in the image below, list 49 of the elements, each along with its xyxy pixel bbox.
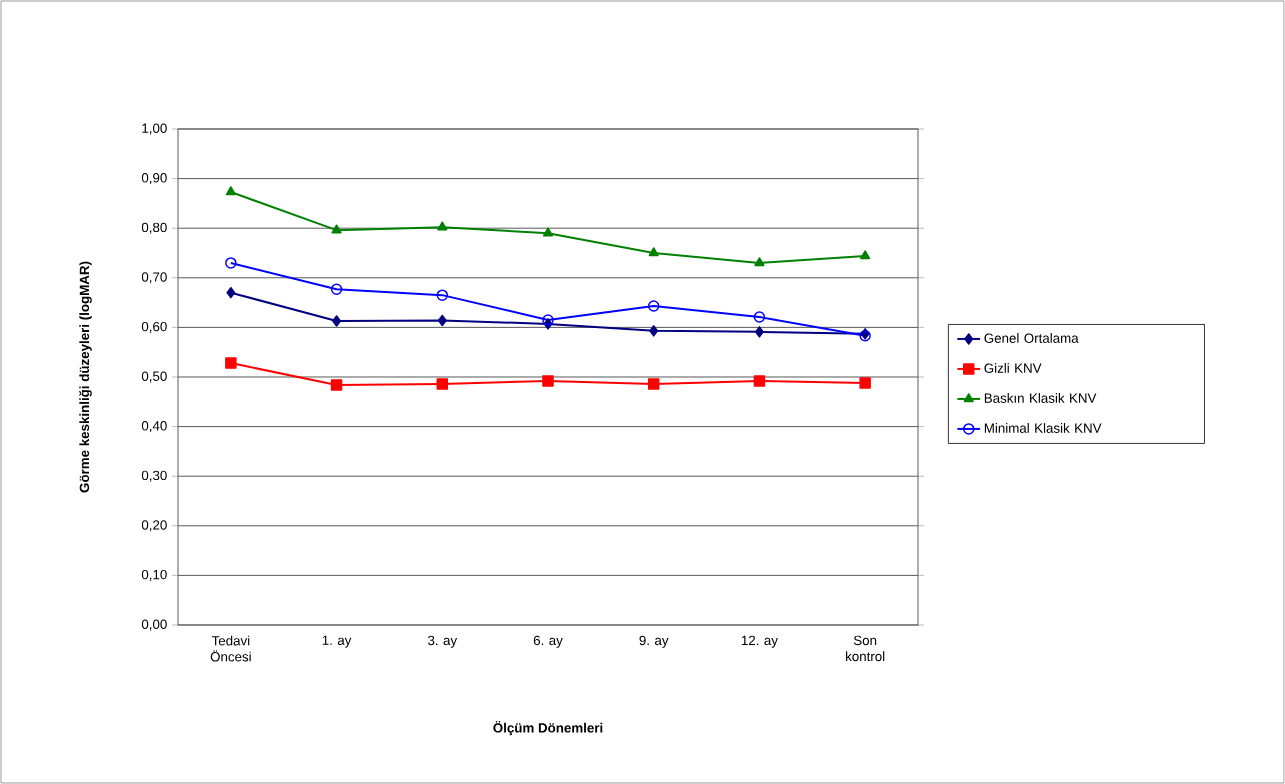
- x-tick-label: Tedavi Öncesi: [210, 635, 251, 662]
- point: [542, 227, 554, 237]
- y-tick-label: 0,10: [141, 569, 167, 581]
- legend-label: Gizli KNV: [984, 363, 1042, 373]
- y-axis-title: Görme keskinliği düzeyleri (logMAR): [79, 261, 92, 493]
- point: [225, 186, 236, 196]
- y-tick-label: 0,60: [141, 321, 167, 333]
- point: [330, 379, 343, 391]
- point: [437, 221, 448, 231]
- point: [542, 314, 554, 326]
- x-tick-label: 9. ay: [639, 635, 669, 648]
- point: [647, 300, 660, 312]
- y-tick-label: 1,00: [142, 123, 167, 135]
- point: [330, 283, 343, 295]
- x-tick-label: 6. ay: [533, 635, 563, 648]
- point: [542, 375, 554, 387]
- x-tick-label: 1. ay: [322, 635, 352, 648]
- point: [860, 250, 871, 260]
- point: [437, 314, 447, 327]
- y-tick-label: 0,70: [141, 272, 167, 284]
- x-tick-label: 3. ay: [427, 635, 458, 648]
- point: [753, 311, 766, 323]
- legend-label: Minimal Klasik KNV: [984, 423, 1102, 433]
- x-tick-label: Son kontrol: [846, 635, 885, 662]
- point: [436, 289, 449, 301]
- x-axis-title: Ölçüm Dönemleri: [493, 721, 603, 736]
- point: [226, 286, 236, 299]
- y-tick-label: 0,40: [141, 421, 167, 433]
- y-tick-label: 0,00: [141, 619, 167, 631]
- point: [332, 315, 342, 327]
- legend-label: Genel Ortalama: [984, 333, 1079, 343]
- point: [648, 247, 659, 257]
- point: [647, 378, 660, 390]
- point: [754, 257, 765, 267]
- point: [436, 378, 449, 390]
- y-tick-label: 0,30: [141, 470, 167, 482]
- y-tick-label: 0,90: [141, 173, 167, 185]
- point: [225, 357, 237, 369]
- y-tick-label: 0,20: [141, 520, 167, 532]
- point: [859, 377, 871, 389]
- point: [754, 326, 764, 338]
- x-tick-label: 12. ay: [741, 635, 778, 648]
- point: [753, 375, 766, 387]
- y-tick-label: 0,80: [141, 222, 167, 234]
- legend-label: Baskın Klasik KNV: [984, 393, 1097, 403]
- point: [649, 325, 659, 337]
- point: [331, 224, 342, 234]
- point: [225, 257, 237, 269]
- y-tick-label: 0,50: [141, 371, 167, 383]
